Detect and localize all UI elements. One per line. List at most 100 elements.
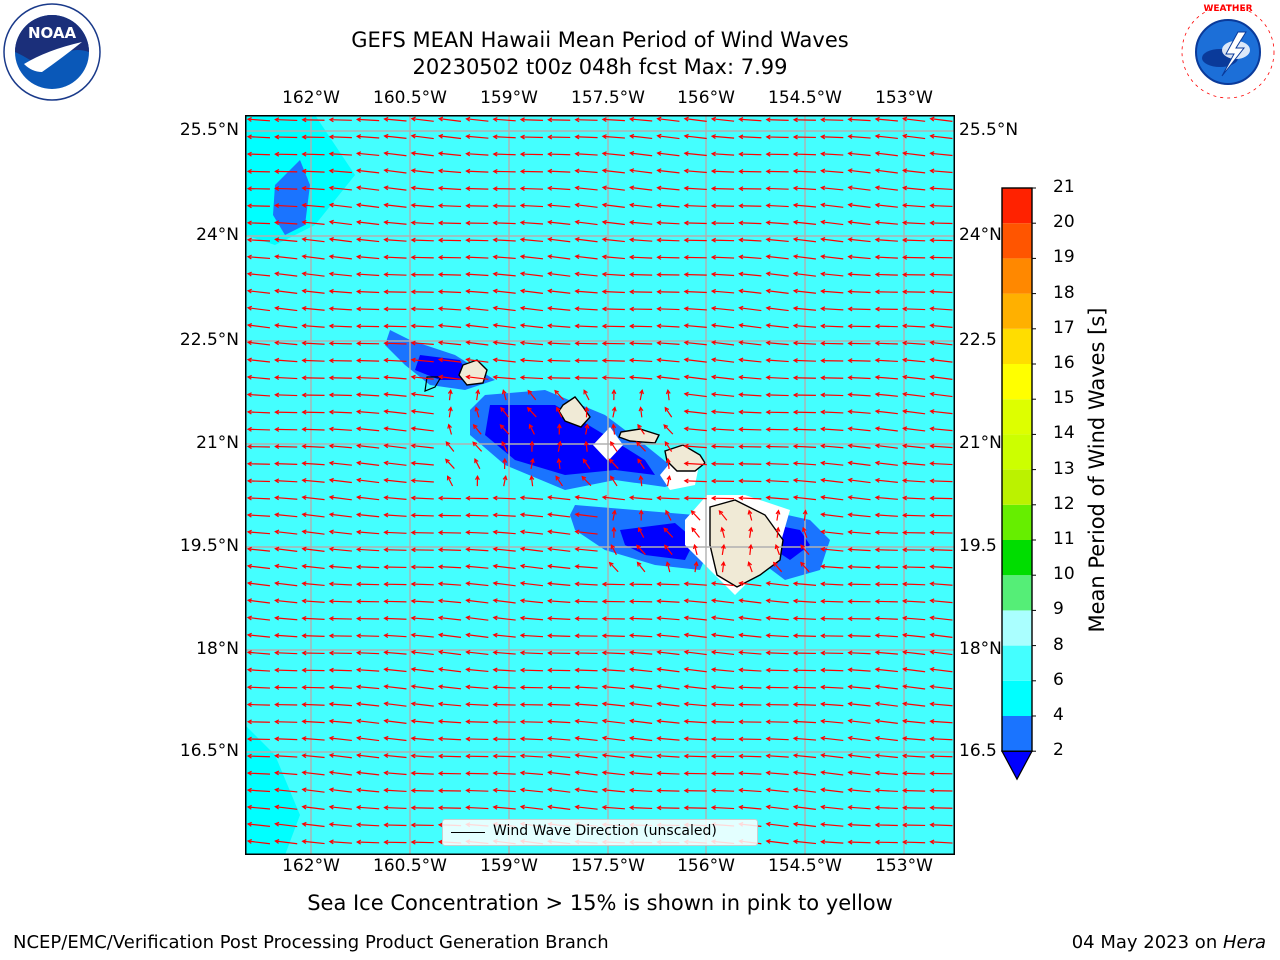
wind-wave-arrow xyxy=(638,509,644,521)
wind-wave-arrow xyxy=(683,357,707,363)
wind-wave-arrow xyxy=(683,185,707,191)
wind-wave-arrow xyxy=(683,306,707,312)
wind-wave-arrow xyxy=(519,254,544,260)
wind-wave-arrow xyxy=(656,649,680,656)
wind-wave-arrow xyxy=(656,632,680,638)
wind-wave-arrow xyxy=(301,392,325,398)
wind-wave-arrow xyxy=(738,770,762,776)
wind-wave-arrow xyxy=(738,444,762,450)
wind-wave-arrow xyxy=(901,770,926,776)
wind-wave-arrow xyxy=(547,168,571,174)
wind-wave-arrow xyxy=(901,718,926,724)
lon-label-top: 153°W xyxy=(875,88,933,108)
lat-label-left: 24°N xyxy=(196,225,239,245)
wind-wave-arrow xyxy=(683,649,707,656)
wind-wave-arrow xyxy=(637,423,645,435)
wind-wave-arrow xyxy=(356,185,380,191)
wind-wave-arrow xyxy=(929,461,953,467)
wind-wave-arrow xyxy=(874,374,898,380)
wind-wave-arrow xyxy=(601,237,625,243)
wind-wave-arrow xyxy=(765,650,789,656)
wind-wave-arrow xyxy=(437,770,462,776)
wind-wave-arrow xyxy=(355,839,380,845)
wind-wave-arrow xyxy=(355,667,380,673)
wind-wave-arrow xyxy=(901,185,926,191)
wind-wave-arrow xyxy=(355,426,380,432)
wind-wave-arrow xyxy=(328,512,352,518)
wind-wave-arrow xyxy=(355,633,380,639)
wind-wave-arrow xyxy=(874,151,898,157)
wind-wave-arrow xyxy=(547,702,571,707)
wind-wave-arrow xyxy=(554,389,564,401)
wind-wave-arrow xyxy=(820,546,844,552)
wind-wave-arrow xyxy=(410,185,434,191)
lon-label-bottom: 157.5°W xyxy=(571,856,645,876)
wind-wave-arrow xyxy=(710,615,735,621)
wind-wave-arrow xyxy=(820,375,844,381)
wind-wave-arrow xyxy=(556,423,562,435)
wind-wave-arrow xyxy=(792,237,817,243)
wind-wave-arrow xyxy=(901,357,926,363)
wind-wave-arrow xyxy=(556,457,562,470)
wind-wave-arrow xyxy=(792,254,816,260)
wind-wave-arrow xyxy=(820,443,844,449)
wind-wave-arrow xyxy=(383,220,407,225)
lat-label-right: 24°N xyxy=(959,225,1002,245)
wind-wave-arrow xyxy=(246,512,271,518)
wind-wave-arrow xyxy=(765,220,789,226)
wind-wave-arrow xyxy=(901,202,926,208)
wind-wave-arrow xyxy=(929,805,953,811)
wind-wave-arrow xyxy=(710,805,735,811)
wind-wave-arrow xyxy=(792,323,817,329)
wind-wave-arrow xyxy=(601,599,625,604)
wind-wave-arrow xyxy=(383,340,407,346)
wind-wave-arrow xyxy=(710,701,735,707)
wind-wave-arrow xyxy=(601,735,625,742)
wind-wave-arrow xyxy=(328,701,352,707)
wind-wave-arrow xyxy=(410,649,434,656)
wind-wave-arrow xyxy=(547,719,571,724)
wind-wave-arrow xyxy=(629,701,653,707)
wind-wave-arrow xyxy=(874,357,898,363)
wind-wave-arrow xyxy=(738,632,762,638)
wind-wave-arrow xyxy=(820,254,844,260)
wind-wave-arrow xyxy=(383,306,407,312)
wind-wave-arrow xyxy=(874,684,898,690)
wind-wave-arrow xyxy=(301,117,325,123)
wind-wave-arrow xyxy=(465,495,489,501)
wind-wave-arrow xyxy=(519,702,543,708)
wind-wave-arrow xyxy=(246,426,270,432)
wind-wave-arrow xyxy=(738,134,762,140)
wind-wave-arrow xyxy=(492,667,516,673)
wind-wave-arrow xyxy=(683,478,707,484)
footer-date-text: 04 May 2023 on xyxy=(1071,932,1223,953)
wind-wave-arrow xyxy=(356,581,380,587)
wind-wave-arrow xyxy=(683,598,707,604)
wind-wave-arrow xyxy=(383,530,407,535)
wind-wave-arrow xyxy=(437,598,462,604)
wind-wave-arrow xyxy=(492,702,516,708)
wind-wave-arrow xyxy=(492,186,516,192)
wind-wave-arrow xyxy=(519,529,544,535)
wind-wave-arrow xyxy=(472,423,482,435)
wind-wave-arrow xyxy=(690,510,701,521)
wind-wave-arrow xyxy=(874,598,898,604)
wind-wave-arrow xyxy=(383,426,407,432)
wind-wave-arrow xyxy=(792,615,817,621)
wind-wave-arrow xyxy=(410,340,434,346)
wind-wave-arrow xyxy=(601,117,625,123)
wind-wave-arrow xyxy=(274,461,298,467)
wind-wave-arrow xyxy=(847,633,871,639)
wind-wave-arrow xyxy=(656,615,680,621)
wind-wave-arrow xyxy=(547,770,571,776)
wind-wave-arrow xyxy=(547,512,571,518)
wind-wave-arrow xyxy=(328,443,352,449)
wind-wave-arrow xyxy=(820,718,844,724)
wind-wave-arrow xyxy=(383,753,407,759)
wind-wave-arrow xyxy=(328,271,352,277)
lat-label-left: 21°N xyxy=(196,433,239,453)
wind-wave-arrow xyxy=(720,561,726,573)
wind-wave-arrow xyxy=(519,220,544,226)
wind-wave-arrow xyxy=(274,203,298,209)
wind-wave-arrow xyxy=(874,116,898,122)
